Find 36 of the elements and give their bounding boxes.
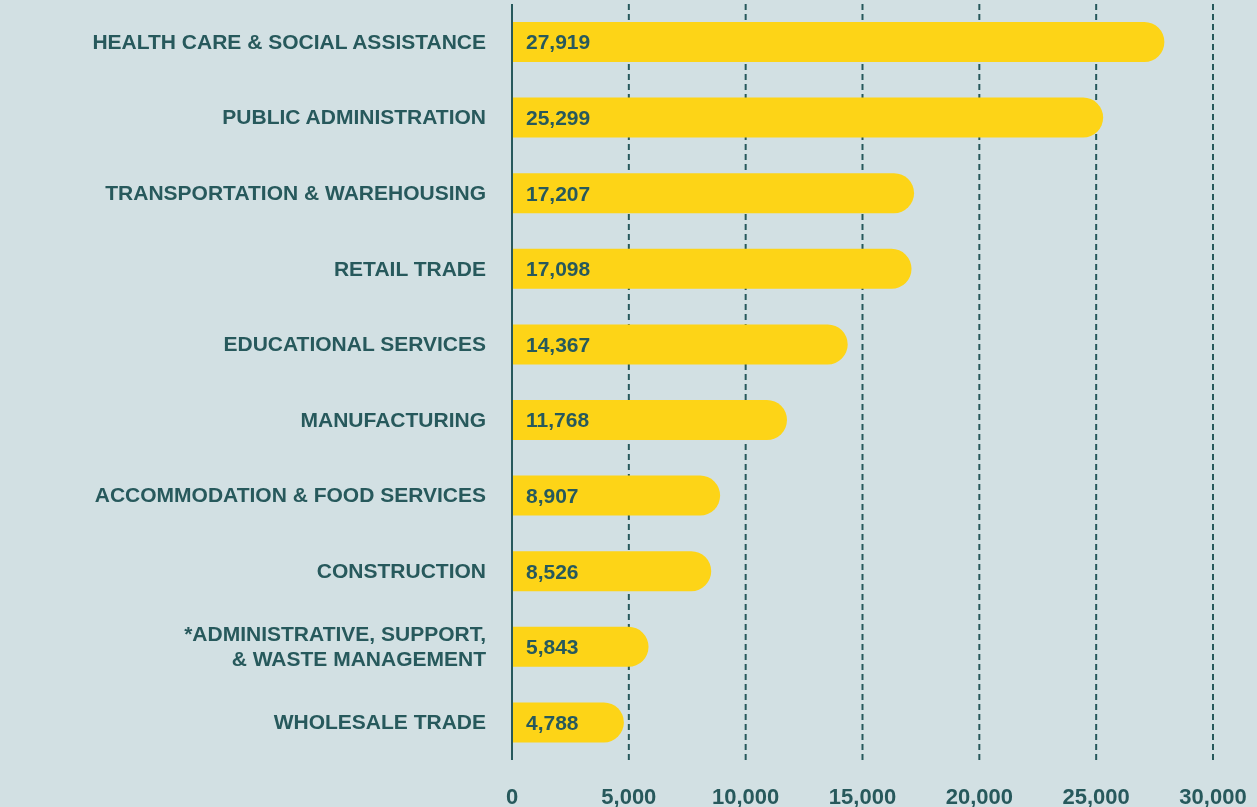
y-tick-label: *ADMINISTRATIVE, SUPPORT, & WASTE MANAGEMENT (184, 622, 487, 671)
x-tick-label: 15,000 (828, 783, 897, 807)
x-tick-label: 10,000 (712, 783, 780, 807)
data-label: 11,768 (526, 408, 590, 432)
y-tick-label: HEALTH CARE & SOCIAL ASSISTANCE (92, 29, 486, 53)
data-label: 25,299 (526, 106, 591, 130)
y-tick-label: EDUCATIONAL SERVICES (223, 332, 486, 356)
bar (512, 248, 912, 289)
bar (512, 400, 787, 440)
y-tick-label: TRANSPORTATION & WAREHOUSING (105, 181, 486, 204)
x-tick-label: 0 (505, 783, 519, 807)
y-tick-label: PUBLIC ADMINISTRATION (222, 105, 486, 129)
y-tick-label: CONSTRUCTION (316, 559, 486, 582)
data-label: 14,367 (526, 332, 591, 356)
bar (512, 22, 1165, 62)
data-label: 17,098 (526, 257, 591, 281)
data-label: 8,526 (526, 559, 579, 583)
bar (512, 475, 721, 516)
bar (512, 626, 649, 667)
data-label: 4,788 (526, 710, 579, 734)
y-tick-label: ACCOMMODATION & FOOD SERVICES (94, 483, 486, 507)
y-tick-label: WHOLESALE TRADE (273, 710, 486, 734)
bar (512, 551, 712, 592)
x-tick-label: 20,000 (945, 783, 1013, 807)
bar (512, 173, 915, 214)
bar (512, 97, 1104, 138)
data-label: 17,207 (526, 181, 591, 205)
x-tick-label: 5,000 (601, 783, 657, 807)
data-label: 5,843 (526, 635, 579, 659)
y-tick-label: RETAIL TRADE (333, 256, 486, 280)
data-label: 8,907 (526, 484, 579, 508)
bar (512, 324, 848, 365)
y-tick-label: MANUFACTURING (300, 407, 486, 431)
data-label: 27,919 (526, 30, 591, 54)
x-tick-label: 25,000 (1062, 783, 1130, 807)
x-tick-label: 30,000 (1179, 783, 1247, 807)
